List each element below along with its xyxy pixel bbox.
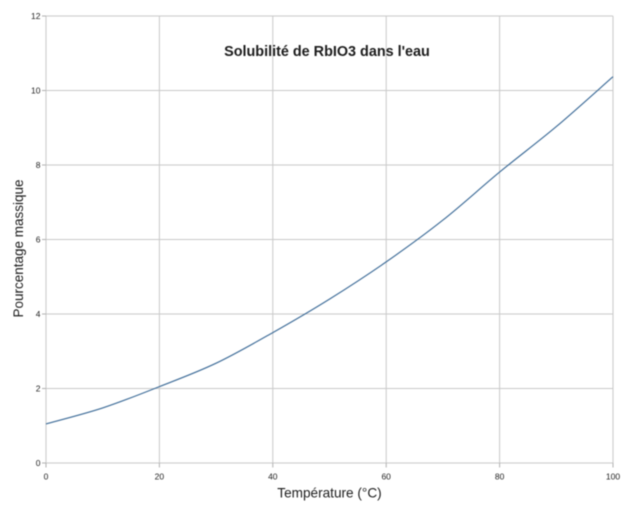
svg-text:40: 40 — [268, 472, 278, 482]
svg-text:10: 10 — [31, 86, 41, 96]
svg-text:Solubilité de RbIO3 dans l'eau: Solubilité de RbIO3 dans l'eau — [224, 44, 430, 60]
svg-text:2: 2 — [36, 384, 41, 394]
svg-text:60: 60 — [381, 472, 391, 482]
svg-text:Pourcentage massique: Pourcentage massique — [11, 179, 26, 317]
svg-text:4: 4 — [36, 309, 41, 319]
svg-text:0: 0 — [44, 472, 49, 482]
svg-text:0: 0 — [36, 458, 41, 468]
svg-text:8: 8 — [36, 160, 41, 170]
svg-text:100: 100 — [606, 472, 620, 482]
svg-text:12: 12 — [31, 11, 41, 21]
svg-text:Température (°C): Température (°C) — [277, 486, 381, 501]
svg-text:6: 6 — [36, 235, 41, 245]
svg-text:80: 80 — [495, 472, 505, 482]
svg-text:20: 20 — [155, 472, 165, 482]
